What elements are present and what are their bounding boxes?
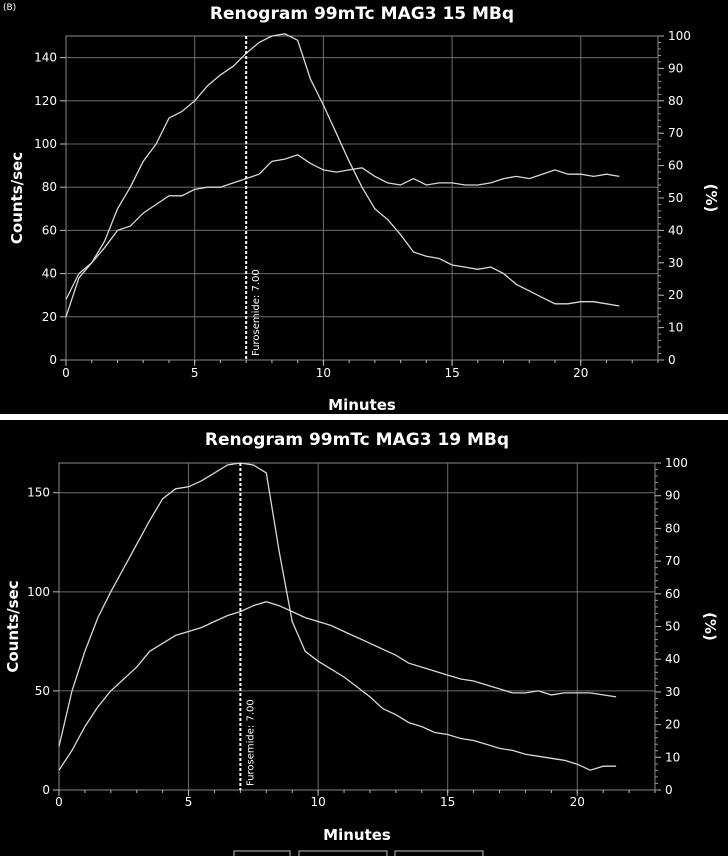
x-tick-label: 5 bbox=[191, 366, 199, 380]
y-tick-label: 150 bbox=[27, 486, 50, 500]
x-tick-label: 10 bbox=[310, 795, 325, 809]
x-tick-label: 10 bbox=[316, 366, 331, 380]
y2-tick-label: 0 bbox=[665, 783, 673, 797]
plot-area bbox=[58, 462, 656, 791]
x-tick-label: 20 bbox=[570, 795, 585, 809]
plot-area bbox=[65, 35, 659, 361]
x-tick-label: 15 bbox=[444, 366, 459, 380]
y2-tick-label: 70 bbox=[665, 554, 680, 568]
y2-tick-label: 20 bbox=[665, 718, 680, 732]
series-line-1 bbox=[58, 462, 617, 771]
series-line-1 bbox=[65, 33, 620, 318]
bottom-tab-1[interactable] bbox=[233, 850, 291, 856]
y-tick-label: 60 bbox=[42, 223, 57, 237]
x-axis-label: Minutes bbox=[328, 396, 396, 414]
y2-tick-label: 100 bbox=[665, 456, 688, 470]
furosemide-annotation: Furosemide: 7.00 bbox=[245, 699, 256, 786]
y2-tick-label: 10 bbox=[668, 321, 683, 335]
bottom-tab-3[interactable] bbox=[394, 850, 484, 856]
y-tick-label: 140 bbox=[34, 51, 57, 65]
y2-tick-label: 20 bbox=[668, 288, 683, 302]
y-tick-label: 120 bbox=[34, 94, 57, 108]
y-axis-label: Counts/sec bbox=[4, 580, 22, 672]
y2-tick-label: 30 bbox=[668, 256, 683, 270]
x-tick-label: 0 bbox=[62, 366, 70, 380]
y-tick-label: 80 bbox=[42, 180, 57, 194]
y-tick-label: 100 bbox=[34, 137, 57, 151]
series-line-2 bbox=[65, 154, 620, 300]
y-tick-label: 100 bbox=[27, 585, 50, 599]
y2-tick-label: 0 bbox=[668, 353, 676, 367]
y2-tick-label: 80 bbox=[668, 94, 683, 108]
y2-tick-label: 80 bbox=[665, 521, 680, 535]
y2-tick-label: 60 bbox=[668, 159, 683, 173]
y2-tick-label: 60 bbox=[665, 587, 680, 601]
y2-tick-label: 30 bbox=[665, 685, 680, 699]
y2-axis-label: (%) bbox=[702, 184, 720, 213]
y2-tick-label: 50 bbox=[668, 191, 683, 205]
y2-axis-label: (%) bbox=[701, 612, 719, 641]
x-tick-label: 15 bbox=[440, 795, 455, 809]
x-axis-label: Minutes bbox=[323, 826, 391, 844]
y-axis-label: Counts/sec bbox=[8, 152, 26, 244]
y-tick-label: 0 bbox=[42, 783, 50, 797]
y2-tick-label: 10 bbox=[665, 750, 680, 764]
chart-title: Renogram 99mTc MAG3 15 MBq bbox=[210, 4, 514, 24]
furosemide-annotation: Furosemide: 7.00 bbox=[251, 269, 262, 356]
y-tick-label: 20 bbox=[42, 310, 57, 324]
y2-tick-label: 100 bbox=[668, 29, 691, 43]
panel-label: (B) bbox=[3, 3, 16, 13]
x-tick-label: 5 bbox=[185, 795, 193, 809]
y-tick-label: 50 bbox=[35, 684, 50, 698]
panel-separator bbox=[0, 414, 728, 420]
y-tick-label: 40 bbox=[42, 267, 57, 281]
x-tick-label: 0 bbox=[55, 795, 63, 809]
series-line-2 bbox=[58, 601, 617, 771]
y2-tick-label: 50 bbox=[665, 620, 680, 634]
y2-tick-label: 40 bbox=[665, 652, 680, 666]
bottom-tab-2[interactable] bbox=[298, 850, 388, 856]
chart-title: Renogram 99mTc MAG3 19 MBq bbox=[205, 430, 509, 450]
y2-tick-label: 90 bbox=[668, 61, 683, 75]
y2-tick-label: 40 bbox=[668, 223, 683, 237]
x-tick-label: 20 bbox=[573, 366, 588, 380]
y2-tick-label: 70 bbox=[668, 126, 683, 140]
y2-tick-label: 90 bbox=[665, 489, 680, 503]
y-tick-label: 0 bbox=[49, 353, 57, 367]
chart-1: Renogram 99mTc MAG3 15 MBq 0 5 10 15 20 0 20 40 6… bbox=[8, 4, 720, 414]
